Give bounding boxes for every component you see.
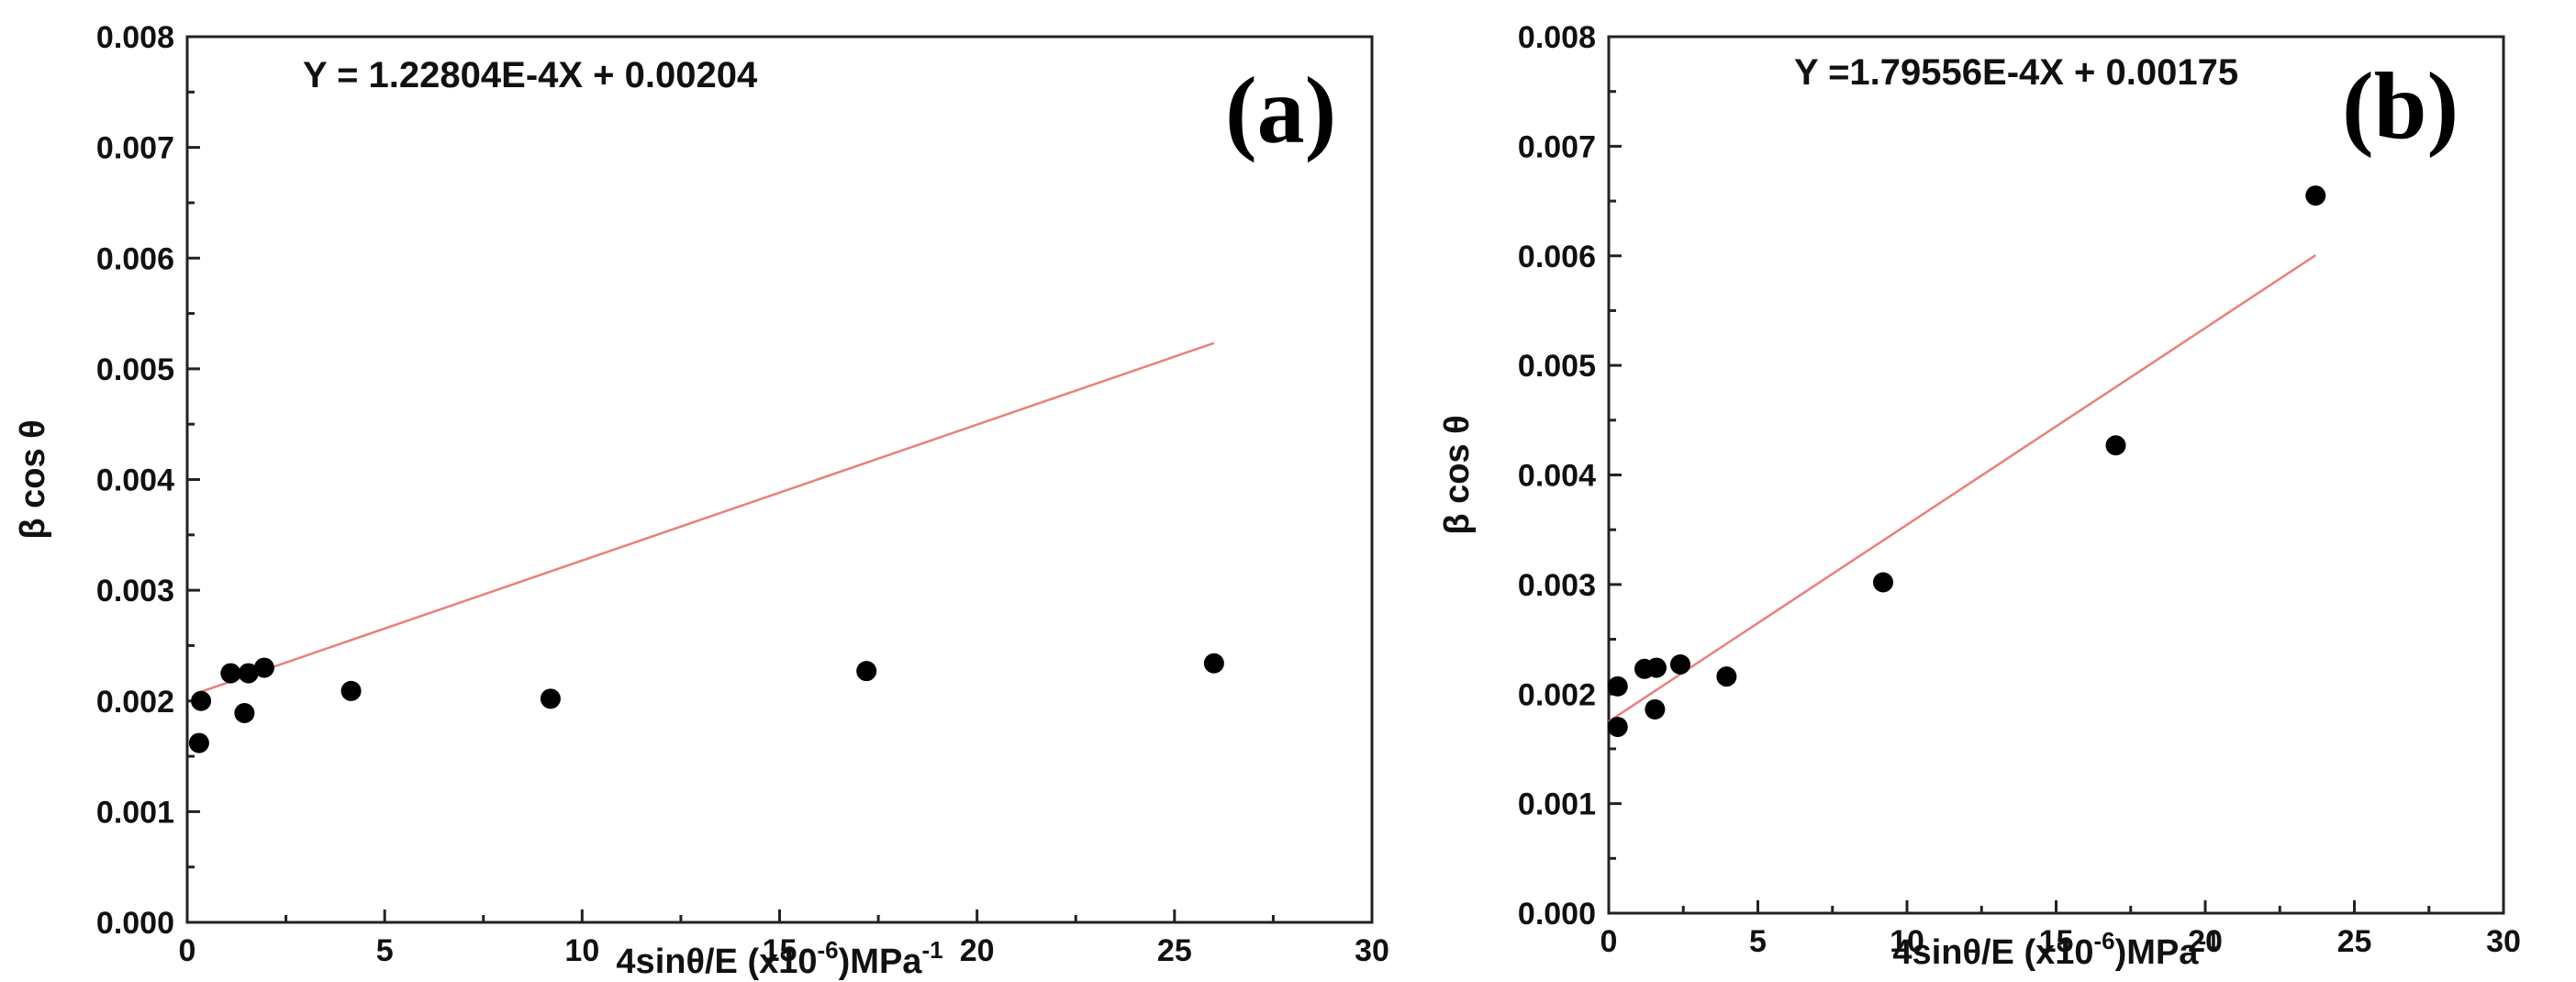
chart-b-y-tick-label: 0.004 [1518, 459, 1596, 494]
chart-b-y-tick-label: 0.000 [1518, 897, 1596, 932]
chart-a-data-point [1203, 653, 1224, 674]
chart-a-data-point [253, 657, 274, 678]
chart-a-y-tick-label: 0.006 [96, 241, 174, 276]
chart-b-x-tick-label: 0 [1600, 924, 1618, 959]
chart-b-data-point [1645, 698, 1666, 720]
chart-b-x-tick-label: 30 [2486, 924, 2521, 959]
chart-b-x-tick-label: 20 [2188, 924, 2223, 959]
chart-a-y-tick-label: 0.004 [96, 463, 174, 498]
chart-a-data-point [188, 732, 209, 753]
chart-a-x-tick-label: 30 [1355, 933, 1389, 968]
chart-a-plot-frame [185, 35, 1374, 924]
chart-a-x-tick-label: 0 [179, 933, 196, 968]
chart-a-x-tick-label: 25 [1157, 933, 1192, 968]
chart-a-x-axis-title: 4sinθ/E (x10-6)MPa-1 [616, 936, 942, 981]
chart-a-x-tick-label: 5 [376, 933, 394, 968]
chart-b-y-tick-label: 0.008 [1518, 20, 1596, 55]
chart-b-y-tick-label: 0.002 [1518, 677, 1596, 712]
chart-panel-b: 0 5 10 15 20 25 30 0.000 0.001 0.002 0.003 0.004 0.0… [1438, 20, 2521, 972]
chart-panel-a: 0 5 10 15 20 25 30 0.000 0.001 0.002 0.003 0.004 0.0… [14, 20, 1389, 981]
chart-b-data-point [1670, 654, 1690, 675]
chart-a-x-tick-label: 15 [763, 933, 797, 968]
chart-b-data-point [1607, 675, 1628, 697]
chart-a-y-tick-label: 0.003 [96, 574, 174, 608]
chart-a-data-point [856, 661, 877, 682]
chart-b-y-tick-label: 0.003 [1518, 568, 1596, 603]
chart-b-fit-equation: Y =1.79556E-4X + 0.00175 [1794, 52, 2238, 93]
chart-b-panel-label: (b) [2342, 53, 2459, 159]
chart-a-y-tick-label: 0.000 [96, 906, 174, 941]
chart-a-fit-equation: Y = 1.22804E-4X + 0.00204 [303, 55, 758, 95]
chart-a-data-point [540, 688, 561, 709]
chart-b-y-axis-title: β cos θ [1438, 415, 1477, 534]
chart-a-y-axis-title: β cos θ [14, 419, 52, 539]
chart-b-data-point [1873, 572, 1893, 593]
chart-a-y-tick-label: 0.005 [96, 352, 174, 387]
chart-a-y-tick-label: 0.008 [96, 20, 174, 55]
chart-b-plot-frame [1607, 35, 2505, 915]
chart-a-panel-label: (a) [1225, 58, 1336, 163]
chart-a-data-point [220, 663, 241, 684]
chart-a-y-tick-label: 0.002 [96, 685, 174, 720]
chart-b-y-tick-label: 0.006 [1518, 240, 1596, 274]
chart-a-data-point [238, 663, 259, 684]
chart-a-fit-line [198, 341, 1215, 694]
chart-b-data-point [1607, 717, 1628, 738]
chart-b-y-tick-label: 0.005 [1518, 349, 1596, 384]
chart-b-y-tick-label: 0.001 [1518, 787, 1596, 822]
chart-b-x-tick-label: 10 [1890, 924, 1924, 959]
chart-a-data-point [234, 703, 255, 724]
chart-a-data-point [340, 680, 362, 701]
chart-b-x-tick-label: 25 [2337, 924, 2372, 959]
chart-b-x-tick-label: 15 [2039, 924, 2074, 959]
chart-b-y-tick-label: 0.007 [1518, 129, 1596, 164]
chart-a-y-tick-label: 0.007 [96, 131, 174, 166]
chart-b-data-point [2305, 185, 2326, 206]
chart-a-data-point [191, 690, 212, 711]
chart-b-x-tick-label: 5 [1749, 924, 1767, 959]
chart-b-data-point [1646, 657, 1667, 678]
chart-a-x-tick-label: 10 [564, 933, 599, 968]
chart-b-x-axis-title: 4sinθ/E (x10-6)MPa-1 [1892, 927, 2219, 972]
chart-a-x-tick-label: 20 [960, 933, 995, 968]
chart-b-data-point [2105, 435, 2126, 456]
chart-b-fit-line [1608, 254, 2316, 723]
chart-b-data-point [1716, 666, 1737, 687]
chart-a-y-tick-label: 0.001 [96, 795, 174, 830]
